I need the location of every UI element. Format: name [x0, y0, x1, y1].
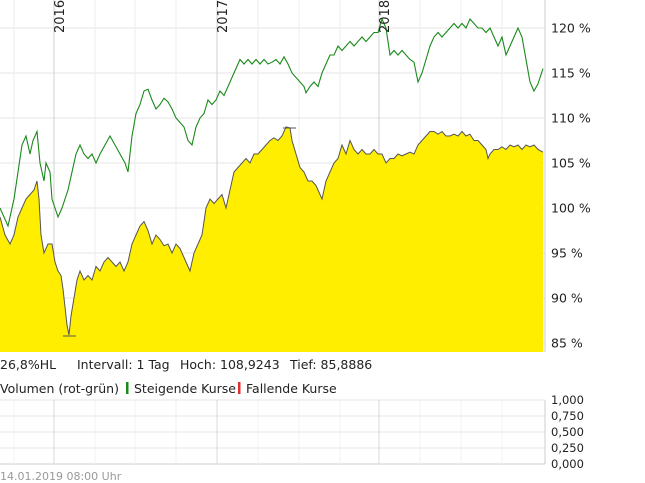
hl-label: 26,8%HL [0, 357, 56, 372]
volume-plot: 1,000 0,750 0,500 0,250 0,000 [0, 393, 584, 471]
high-label: Hoch: 108,9243 [180, 357, 280, 372]
volume-vertical-gridlines [13, 400, 503, 464]
volume-gridlines [0, 399, 545, 465]
timestamp: 14.01.2019 08:00 Uhr [0, 470, 122, 483]
y-tick-label: 95 % [551, 246, 583, 261]
year-labels: 2016 2017 2018 [53, 0, 393, 33]
falling-swatch [238, 382, 241, 394]
y-tick-label: 120 % [551, 21, 591, 36]
rising-label: Steigende Kurse [134, 381, 236, 396]
year-label: 2016 [53, 0, 68, 33]
volume-legend: Volumen (rot-grün) Steigende Kurse Falle… [0, 381, 337, 396]
price-plot: 2016 2017 2018 85 % 90 % 95 % 100 % 105 % 110 %… [0, 0, 591, 352]
info-bar: 26,8%HL Intervall: 1 Tag Hoch: 108,9243 … [0, 357, 372, 372]
volume-tick-label: 0,250 [551, 441, 584, 455]
green-series-line [0, 17, 544, 228]
volume-title: Volumen (rot-grün) [0, 381, 119, 396]
y-tick-label: 85 % [551, 336, 583, 351]
area-series-fill [0, 127, 543, 352]
y-tick-label: 100 % [551, 201, 591, 216]
y-tick-label: 90 % [551, 291, 583, 306]
volume-tick-label: 0,750 [551, 409, 584, 423]
area-series-line [0, 126, 544, 335]
y-tick-label: 105 % [551, 156, 591, 171]
volume-tick-label: 0,500 [551, 425, 584, 439]
rising-swatch [126, 382, 129, 394]
volume-tick-label: 0,000 [551, 457, 584, 471]
volume-tick-label: 1,000 [551, 393, 584, 407]
low-label: Tief: 85,8886 [289, 357, 372, 372]
year-label: 2018 [378, 0, 393, 33]
y-tick-label: 115 % [551, 66, 591, 81]
y-axis-labels: 85 % 90 % 95 % 100 % 105 % 110 % 115 % 120 % [551, 21, 591, 351]
interval-label: Intervall: 1 Tag [77, 357, 170, 372]
volume-y-axis-labels: 1,000 0,750 0,500 0,250 0,000 [551, 393, 584, 471]
year-label: 2017 [216, 0, 231, 33]
y-tick-label: 110 % [551, 111, 591, 126]
falling-label: Fallende Kurse [246, 381, 337, 396]
high-low-markers [63, 127, 296, 337]
series-layer [0, 17, 544, 352]
